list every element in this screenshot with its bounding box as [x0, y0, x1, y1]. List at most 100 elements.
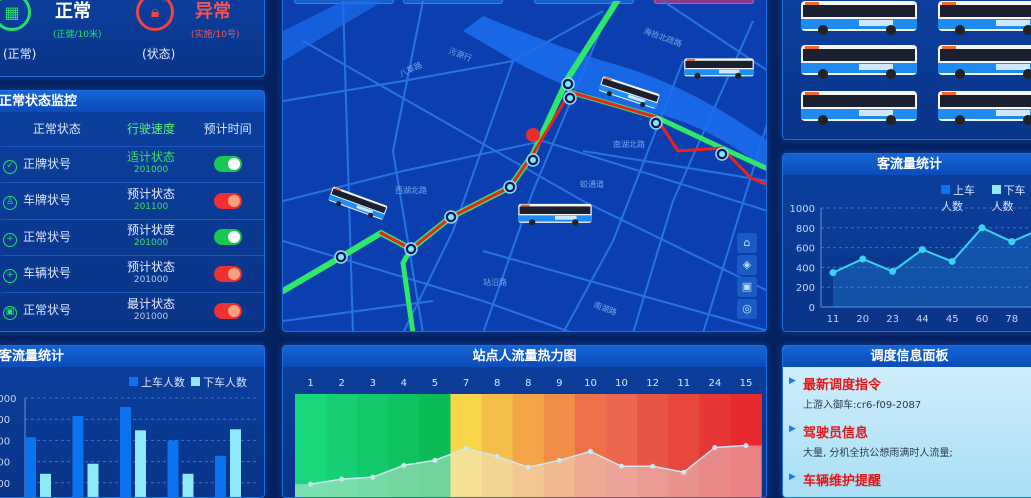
data-point: [556, 457, 562, 463]
dispatch-panel: 调度信息面板 ▶ 最新调度指令 上游入御车:cr6-f09-2087 ▶ 驾驶员信息 大量…: [782, 345, 1031, 498]
lock-icon[interactable]: ▣: [737, 277, 757, 297]
map-label: 海拾北疏路: [642, 25, 683, 48]
locate-icon[interactable]: ◎: [737, 299, 757, 319]
map-label: 站沿路: [483, 277, 507, 287]
col-header: 正常状态: [32, 122, 81, 137]
line-chart: 0 200 400 600 800 1000 11 20 23 44 45 60 78: [790, 204, 1031, 325]
user-icon: ♙: [3, 196, 17, 211]
x-tick-label: 44: [916, 314, 929, 325]
data-point: [889, 267, 897, 275]
heatmap-cell: [637, 394, 669, 497]
bar: [72, 416, 84, 497]
x-tick-label: 7: [463, 378, 469, 389]
monitor-table: 正常状态 行驶速度 预计时间 ✓ 正牌状号 适计状态 201000 ♙ 车牌状号 预计…: [1, 112, 264, 329]
home-icon[interactable]: ⌂: [737, 233, 757, 253]
x-tick-label: 2: [338, 378, 344, 389]
bus-marker: [684, 58, 754, 79]
dispatch-item[interactable]: ▶ 车辆维护提醒: [789, 470, 881, 492]
x-tick-label: 3: [370, 378, 376, 389]
map-panel[interactable]: 海拾北疏路 污源行 八草路 南湖北路 西湖北路 蛟通道 站沿路 南湖路 ⌂ ◈ …: [282, 0, 767, 332]
status-toggle[interactable]: [213, 265, 242, 282]
passenger-bar-panel: 客流量统计 上车人数 下车人数 200 400 600 800 1000: [0, 345, 265, 498]
data-point: [978, 224, 986, 232]
building-icon: ▦: [0, 0, 31, 31]
bus-image: [801, 45, 917, 79]
data-point: [401, 462, 407, 468]
area-fill: [295, 445, 762, 497]
layers-icon[interactable]: ◈: [737, 255, 757, 275]
abnormal-title: 异常: [195, 1, 231, 22]
station-marker: [526, 153, 540, 167]
monitor-row: + 车辆状号 预计状态 201000: [1, 255, 264, 292]
heatmap-cell: [606, 394, 638, 497]
heatmap-cell: [388, 394, 420, 497]
y-tick-label: 400: [796, 263, 815, 274]
x-tick-label: 8: [525, 378, 531, 389]
y-tick-label: 800: [0, 415, 10, 426]
heatmap-cell: [450, 394, 483, 497]
dispatch-item-desc: 上游入御车:cr6-f09-2087: [803, 400, 922, 411]
station-marker: [404, 242, 418, 256]
data-point: [829, 269, 837, 277]
heatmap-cell: [543, 394, 576, 497]
map-label: 蛟通道: [580, 179, 604, 189]
station-marker: [334, 250, 348, 264]
alert-pin-icon: [526, 128, 540, 142]
y-tick-label: 400: [0, 458, 10, 469]
data-point: [339, 476, 345, 482]
bullet-icon: ▶: [789, 424, 796, 434]
passenger-line-panel: 客流量统计 上车人数 下车人数 0 200 400 600 800 1000 11 20 23 4…: [782, 153, 1031, 332]
route-map[interactable]: 海拾北疏路 污源行 八草路 南湖北路 西湖北路 蛟通道 站沿路 南湖路: [283, 1, 767, 332]
map-tab[interactable]: [654, 0, 754, 4]
row-code: 201100: [133, 201, 169, 212]
bus-image: [801, 91, 917, 125]
abnormal-label: (状态): [142, 47, 176, 61]
bar: [40, 473, 51, 497]
station-marker: [649, 116, 663, 130]
vehicle-name: 车辆状号: [23, 266, 72, 281]
dispatch-item[interactable]: ▶ 驾驶员信息 大量, 分机全抗公想雨满时人流量;: [789, 422, 953, 459]
area-fill: [833, 227, 1031, 307]
row-status: 预计状度: [127, 223, 176, 238]
map-tab[interactable]: [403, 0, 503, 4]
status-toggle[interactable]: [213, 192, 242, 209]
route-green: [283, 1, 621, 294]
data-point: [587, 448, 593, 454]
normal-sub: (正健/10米): [53, 30, 102, 40]
heatmap-cell: [481, 394, 514, 497]
bus-fleet-panel: [782, 0, 1031, 140]
monitor-panel: 正常状态监控 正常状态 行驶速度 预计时间 ✓ 正牌状号 适计状态 201000 ♙…: [0, 90, 265, 332]
line-series: [832, 226, 1031, 274]
status-toggle[interactable]: [213, 302, 242, 319]
line-chart-title: 客流量统计: [783, 154, 1031, 175]
data-point: [308, 481, 314, 487]
station-markers: [334, 77, 729, 264]
row-code: 201000: [133, 238, 169, 249]
bullet-icon: ▶: [789, 376, 796, 386]
bus-image: [938, 45, 1031, 79]
x-tick-label: 11: [677, 378, 690, 389]
map-label: 南湖北路: [613, 139, 645, 149]
normal-title: 正常: [55, 1, 91, 22]
monitor-row: ▣ 正常状号 最计状态 201000: [1, 291, 264, 329]
station-marker: [444, 210, 458, 224]
bar: [135, 430, 146, 497]
status-toggle[interactable]: [213, 229, 242, 246]
map-tab[interactable]: [534, 0, 634, 4]
y-tick-label: 800: [796, 224, 815, 235]
plus-circle-icon: +: [3, 269, 17, 284]
heatmap-panel: 站点人流量热力图 1 2 3 4 5 7 8 8 9 10 10 12 11 24 15: [282, 345, 767, 498]
heatmap-cell: [512, 394, 545, 497]
dispatch-item-desc: 大量, 分机全抗公想雨满时人流量;: [803, 448, 953, 459]
dispatch-item[interactable]: ▶ 最新调度指令 上游入御车:cr6-f09-2087: [789, 374, 922, 411]
data-point: [619, 463, 625, 469]
data-point: [859, 255, 867, 263]
bar-legend: 上车人数 下车人数: [129, 374, 247, 390]
status-toggle[interactable]: [213, 156, 242, 173]
x-tick-label: 1: [307, 378, 313, 389]
bullet-icon: ▶: [789, 472, 796, 482]
x-tick-label: 60: [976, 314, 989, 325]
normal-label: (正常): [3, 47, 37, 61]
heatmap-cell: [295, 394, 327, 497]
data-point: [743, 442, 749, 448]
